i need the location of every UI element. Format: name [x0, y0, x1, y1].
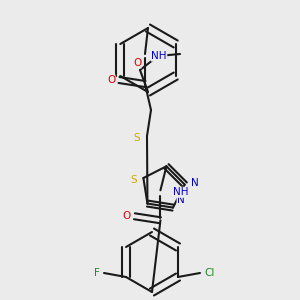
Text: O: O [122, 211, 130, 221]
Text: O: O [107, 75, 115, 85]
Text: NH: NH [173, 187, 188, 197]
Text: F: F [94, 268, 100, 278]
Text: O: O [133, 58, 141, 68]
Text: S: S [130, 175, 137, 185]
Text: N: N [191, 178, 199, 188]
Text: NH: NH [151, 51, 167, 61]
Text: S: S [134, 133, 140, 143]
Text: N: N [177, 195, 185, 205]
Text: Cl: Cl [205, 268, 215, 278]
